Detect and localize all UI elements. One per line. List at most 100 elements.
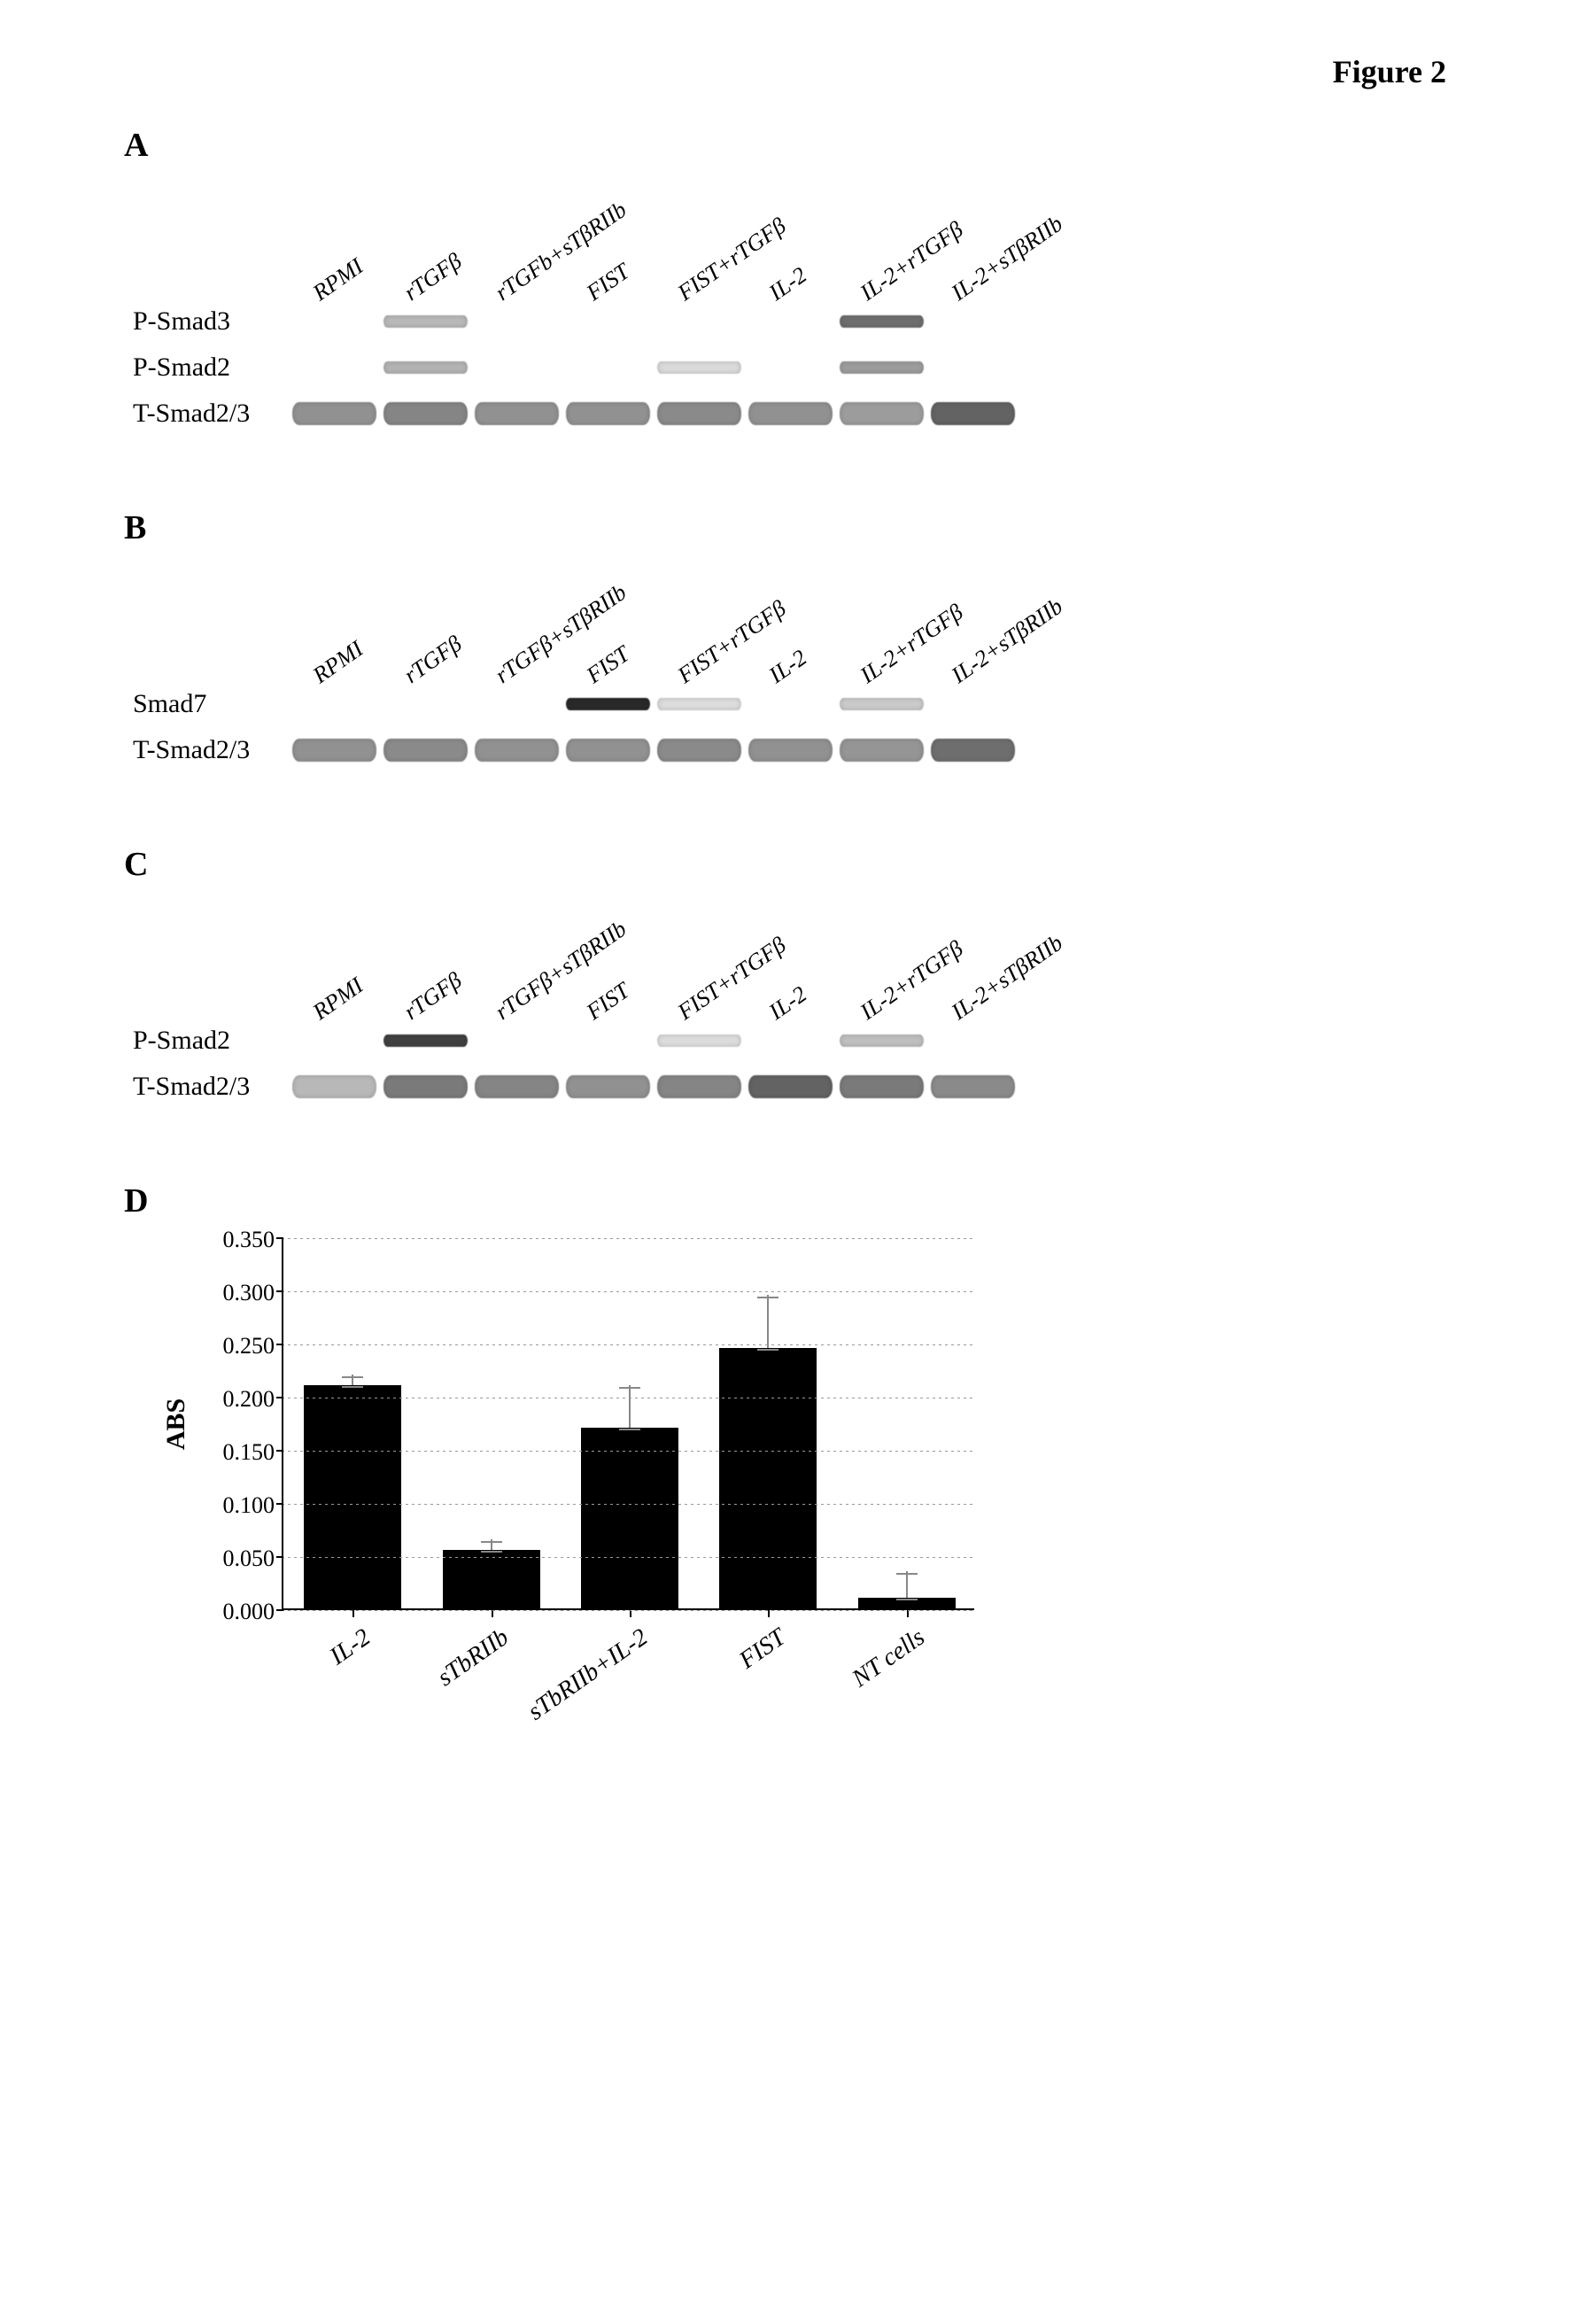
panel-b-blot: RPMIrTGFβrTGFβ+sTβRIIbFISTFIST+rTGFβIL-2… [133, 556, 1482, 765]
band [748, 402, 833, 425]
band [383, 402, 468, 425]
band [748, 698, 833, 710]
blot-row: T-Smad2/3 [133, 399, 1482, 429]
y-tick-mark [276, 1237, 283, 1239]
error-cap [481, 1541, 502, 1543]
band [566, 739, 650, 762]
row-label: P-Smad3 [133, 306, 292, 337]
band [931, 739, 1015, 762]
row-label: P-Smad2 [133, 352, 292, 383]
blot-row: Smad7 [133, 689, 1482, 719]
band [840, 361, 924, 374]
lane-label: FIST [582, 259, 635, 306]
band [566, 1075, 650, 1098]
gridline [282, 1344, 974, 1345]
lanes [292, 402, 1015, 425]
band [383, 1034, 468, 1047]
band [840, 315, 924, 328]
panel-d-chart-container: ABS 0.0000.0500.1000.1500.2000.2500.3000… [177, 1238, 1482, 1734]
row-label: T-Smad2/3 [133, 399, 292, 429]
band [840, 739, 924, 762]
band [931, 361, 1015, 374]
bar-fill [719, 1348, 817, 1608]
bar [719, 1348, 817, 1608]
error-cap-mid [342, 1386, 363, 1388]
lane-label: IL-2 [764, 645, 812, 689]
y-axis-label: ABS [161, 1398, 191, 1450]
bar [581, 1428, 678, 1608]
y-tick-mark [276, 1503, 283, 1505]
figure-title: Figure 2 [106, 53, 1482, 90]
band [840, 698, 924, 710]
bar-fill [443, 1550, 540, 1608]
y-tick-mark [276, 1397, 283, 1398]
y-tick-label: 0.350 [195, 1227, 275, 1253]
lane-label: RPMI [308, 636, 368, 689]
y-tick-label: 0.200 [195, 1386, 275, 1413]
plot-area [282, 1238, 974, 1610]
lanes [292, 315, 1015, 328]
panel-a-lane-labels: RPMIrTGFβrTGFb+sTβRIIbFISTFIST+rTGFβIL-2… [301, 174, 1482, 306]
band [748, 1034, 833, 1047]
panel-d-label: D [124, 1181, 1482, 1220]
lane-label: rTGFβ [399, 967, 467, 1026]
error-cap [896, 1573, 918, 1575]
blot-row: P-Smad2 [133, 1026, 1482, 1056]
band [748, 739, 833, 762]
error-cap [757, 1297, 779, 1298]
lanes [292, 698, 1015, 710]
y-tick-label: 0.150 [195, 1439, 275, 1466]
band [383, 361, 468, 374]
error-bar [767, 1295, 769, 1348]
panel-a-blot: RPMIrTGFβrTGFb+sTβRIIbFISTFIST+rTGFβIL-2… [133, 174, 1482, 429]
error-cap-mid [896, 1599, 918, 1600]
lane-label: IL-2 [764, 262, 812, 306]
blot-row: T-Smad2/3 [133, 735, 1482, 765]
band [840, 1075, 924, 1098]
band [657, 739, 741, 762]
band [292, 698, 376, 710]
row-label: P-Smad2 [133, 1026, 292, 1056]
panel-b: B RPMIrTGFβrTGFβ+sTβRIIbFISTFIST+rTGFβIL… [106, 508, 1482, 765]
gridline [282, 1238, 974, 1239]
panel-c-label: C [124, 845, 1482, 884]
band [475, 315, 559, 328]
band [566, 698, 650, 710]
band [383, 698, 468, 710]
error-cap-mid [757, 1349, 779, 1351]
lane-label: rTGFβ [399, 631, 467, 689]
y-tick-label: 0.050 [195, 1545, 275, 1572]
band [931, 402, 1015, 425]
lanes [292, 361, 1015, 374]
bar-fill [304, 1385, 401, 1608]
gridline [282, 1557, 974, 1558]
y-tick-label: 0.000 [195, 1599, 275, 1625]
lane-label: IL-2+rTGFβ [856, 935, 968, 1026]
error-cap-mid [619, 1429, 640, 1430]
band [931, 315, 1015, 328]
band [292, 402, 376, 425]
y-tick-label: 0.250 [195, 1333, 275, 1360]
y-tick-mark [276, 1556, 283, 1558]
x-tick-label: NT cells [847, 1623, 930, 1693]
row-label: T-Smad2/3 [133, 735, 292, 765]
x-tick-label: sTbRIIb+IL-2 [523, 1623, 653, 1726]
lanes [292, 739, 1015, 762]
band [292, 315, 376, 328]
blot-row: P-Smad2 [133, 352, 1482, 383]
panel-b-label: B [124, 508, 1482, 547]
panel-b-lane-labels: RPMIrTGFβrTGFβ+sTβRIIbFISTFIST+rTGFβIL-2… [301, 556, 1482, 689]
lanes [292, 1075, 1015, 1098]
band [748, 315, 833, 328]
band [292, 1034, 376, 1047]
band [657, 698, 741, 710]
band [566, 315, 650, 328]
band [840, 402, 924, 425]
band [292, 1075, 376, 1098]
panel-a-label: A [124, 126, 1482, 165]
band [840, 1034, 924, 1047]
x-tick-label: IL-2 [325, 1623, 376, 1671]
band [383, 1075, 468, 1098]
panel-a: A RPMIrTGFβrTGFb+sTβRIIbFISTFIST+rTGFβIL… [106, 126, 1482, 429]
blot-row: T-Smad2/3 [133, 1072, 1482, 1102]
